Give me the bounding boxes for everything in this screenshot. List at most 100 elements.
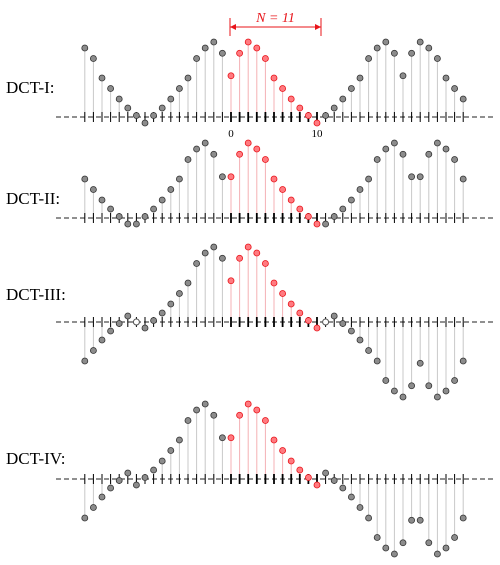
sample-point-gray [98,493,106,501]
sample-point-gray [408,49,416,57]
sample-point-red [227,277,235,285]
sample-point-gray [330,104,338,112]
sample-point-red [253,406,261,414]
sample-point-gray [98,74,106,82]
sample-point-gray [218,49,226,57]
sample-point-gray [451,156,459,163]
sample-point-gray [210,411,218,419]
sample-point-gray [175,175,183,183]
sample-point-red [296,466,304,474]
sample-point-gray [210,150,218,158]
sample-point-gray [425,539,433,547]
sample-point-gray [373,534,381,541]
sample-point-gray [356,74,364,82]
sample-point-gray [425,382,433,390]
sample-point-gray [347,493,355,501]
sample-point-gray [390,139,398,147]
sample-point-gray [158,457,166,465]
sample-point-red [296,205,304,213]
sample-point-gray [132,112,140,119]
sample-point-gray [184,74,192,82]
sample-point-red [304,317,312,324]
sample-point-gray [459,95,467,103]
sample-point-gray [150,112,158,119]
sample-point-gray [150,466,158,474]
zero-marker [132,318,140,326]
sample-point-gray [167,300,175,308]
panel-label-dct-1: DCT-I: [6,78,55,97]
panel-label-dct-4: DCT-IV: [6,449,66,468]
sample-point-gray [433,55,441,62]
sample-point-red [279,447,287,454]
sample-point-gray [90,55,97,62]
sample-point-gray [347,327,355,335]
sample-point-gray [132,481,140,489]
sample-point-red [227,173,235,181]
sample-point-gray [175,436,183,444]
sample-point-gray [98,336,106,344]
sample-point-gray [459,357,467,365]
sample-point-gray [167,186,175,193]
sample-point-gray [150,317,158,324]
sample-point-red [253,249,261,257]
sample-point-red [261,55,269,62]
sample-point-red [279,290,287,297]
sample-point-red [287,95,295,103]
sample-point-gray [107,484,114,492]
axis-label-ten: 10 [312,128,324,140]
sample-point-gray [399,393,407,401]
sample-point-red [236,254,244,262]
panel-label-dct-3: DCT-III: [6,285,66,304]
sample-point-gray [193,260,201,267]
sample-point-gray [141,474,149,481]
sample-point-gray [124,220,132,228]
sample-point-red [296,309,304,317]
sample-point-gray [124,312,132,320]
sample-point-gray [382,377,390,384]
sample-point-red [304,474,312,481]
sample-point-gray [210,38,218,46]
sample-point-gray [339,484,347,492]
sample-point-gray [98,196,106,204]
sample-point-red [296,104,304,112]
sample-point-gray [107,205,114,213]
sample-point-gray [365,347,373,354]
sample-point-gray [356,336,364,344]
sample-point-gray [365,514,373,522]
sample-point-gray [390,49,398,57]
sample-point-red [313,220,321,228]
sample-point-red [279,186,287,193]
sample-point-gray [141,119,149,127]
sample-point-gray [330,213,338,220]
sample-point-gray [124,469,132,477]
sample-point-gray [115,477,123,484]
sample-point-gray [451,377,459,384]
sample-point-gray [416,173,424,181]
sample-point-red [236,411,244,419]
sample-point-gray [382,38,390,46]
sample-point-gray [150,205,158,213]
sample-point-gray [107,85,114,92]
sample-point-gray [322,220,330,228]
sample-point-red [287,300,295,308]
sample-point-gray [356,186,364,193]
sample-point-gray [184,156,192,163]
sample-point-gray [442,145,450,153]
sample-point-red [270,175,278,183]
sample-point-gray [390,550,398,558]
sample-point-gray [382,544,390,552]
sample-point-gray [193,55,201,62]
zero-marker [322,318,330,326]
sample-point-red [287,196,295,204]
sample-point-red [227,72,235,80]
n-annotation-arrowhead-right [315,24,321,30]
sample-point-red [270,279,278,287]
sample-point-gray [339,95,347,103]
sample-point-red [304,112,312,119]
sample-point-gray [201,44,209,52]
sample-point-gray [201,139,209,147]
sample-point-gray [347,85,355,92]
panel-dct-2: DCT-II: [6,139,496,228]
